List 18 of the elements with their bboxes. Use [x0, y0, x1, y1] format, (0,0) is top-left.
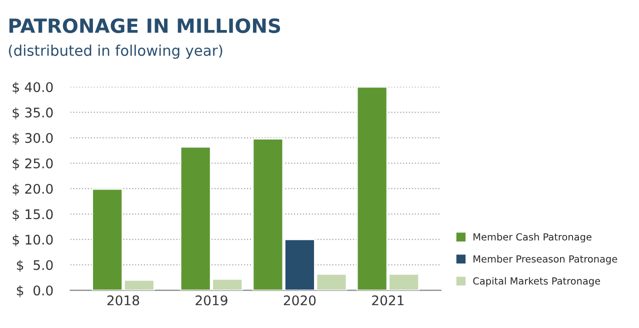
- x-tick-label: 2021: [372, 295, 404, 306]
- y-tick-label: $ 40.0: [12, 82, 53, 94]
- y-tick-label: $ 30.0: [12, 132, 53, 145]
- legend-label: Capital Markets Patronage: [473, 277, 600, 287]
- y-tick-label: $ 5.0: [16, 260, 53, 272]
- y-tick-label: $ 15.0: [12, 209, 53, 221]
- legend-label: Member Preseason Patronage: [474, 255, 618, 264]
- y-tick-label: $ 35.0: [12, 107, 53, 120]
- chart-title: PATRONAGE IN MILLIONS: [9, 18, 280, 34]
- y-tick-label: $ 20.0: [12, 184, 53, 196]
- legend-label: Member Cash Patronage: [474, 233, 592, 242]
- y-tick-label: $ 25.0: [12, 158, 53, 170]
- y-tick-label: $ 0.0: [16, 285, 53, 298]
- y-tick-label: $ 10.0: [12, 234, 53, 246]
- x-tick-label: 2019: [196, 295, 228, 306]
- x-tick-label: 2020: [284, 295, 316, 306]
- x-tick-label: 2018: [107, 295, 140, 306]
- chart-subtitle: (distributed in following year): [8, 44, 222, 59]
